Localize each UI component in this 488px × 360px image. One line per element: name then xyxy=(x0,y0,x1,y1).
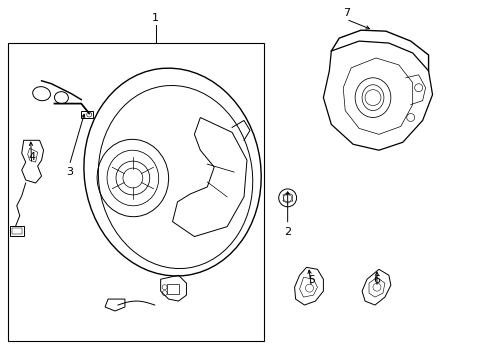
Text: 2: 2 xyxy=(284,227,291,237)
Text: 7: 7 xyxy=(342,8,349,18)
Bar xyxy=(81,111,93,118)
Bar xyxy=(10,226,24,235)
Text: 6: 6 xyxy=(373,275,380,285)
Text: 3: 3 xyxy=(66,167,73,177)
Text: 5: 5 xyxy=(307,275,314,285)
Bar xyxy=(8,43,264,341)
Text: 1: 1 xyxy=(152,13,159,23)
Text: 4: 4 xyxy=(28,152,35,162)
Bar xyxy=(12,228,21,234)
Bar xyxy=(166,284,178,294)
